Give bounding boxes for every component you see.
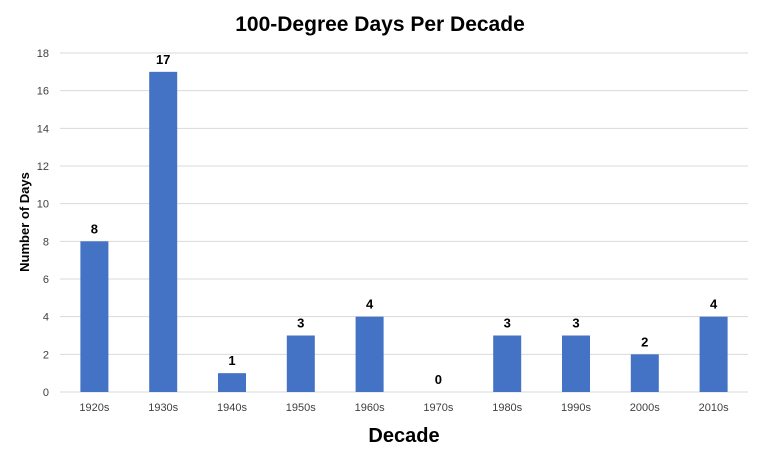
- x-tick-label: 1930s: [148, 402, 178, 414]
- x-tick-label: 1950s: [286, 402, 316, 414]
- y-axis-label: Number of Days: [17, 172, 32, 272]
- x-tick-label: 1940s: [217, 402, 247, 414]
- chart-title: 100-Degree Days Per Decade: [235, 13, 525, 36]
- x-tick-label: 1960s: [355, 402, 385, 414]
- x-tick-label: 2010s: [699, 402, 729, 414]
- bar: [149, 71, 178, 392]
- x-axis-label: Decade: [368, 425, 439, 447]
- y-tick-label: 14: [37, 123, 49, 135]
- y-axis-ticks: 0 2 4 6 8 10 12 14 16 18: [37, 48, 49, 399]
- x-axis-ticks: 1920s 1930s 1940s 1950s 1960s 1970s 1980s 1990s…: [79, 402, 729, 414]
- y-tick-label: 12: [37, 161, 49, 173]
- y-tick-label: 4: [43, 312, 49, 324]
- data-label: 3: [297, 316, 304, 331]
- data-label: 17: [156, 52, 170, 67]
- bar: [699, 316, 728, 392]
- bar: [286, 335, 315, 392]
- bar: [562, 335, 590, 392]
- data-label: 8: [91, 221, 98, 236]
- x-tick-label: 1970s: [423, 402, 453, 414]
- y-tick-label: 16: [37, 86, 49, 98]
- data-label: 4: [710, 297, 718, 312]
- y-tick-label: 2: [43, 349, 49, 361]
- bar: [630, 354, 659, 392]
- data-label: 3: [504, 316, 511, 331]
- x-tick-label: 2000s: [630, 402, 660, 414]
- bar: [493, 335, 522, 392]
- data-label: 1: [228, 353, 235, 368]
- data-label: 0: [435, 372, 442, 387]
- y-tick-label: 18: [37, 48, 49, 60]
- x-tick-label: 1920s: [79, 402, 109, 414]
- bar: [218, 373, 246, 392]
- y-tick-label: 6: [43, 274, 49, 286]
- x-tick-label: 1990s: [561, 402, 591, 414]
- data-label: 3: [572, 316, 579, 331]
- bars: [80, 71, 728, 392]
- y-tick-label: 0: [43, 387, 49, 399]
- data-labels: 8 17 1 3 4 0 3 3 2 4: [91, 52, 718, 387]
- bar: [80, 241, 109, 392]
- x-tick-label: 1980s: [492, 402, 522, 414]
- y-tick-label: 10: [37, 199, 49, 211]
- data-label: 2: [641, 334, 648, 349]
- bar: [355, 316, 384, 392]
- data-label: 4: [366, 297, 374, 312]
- y-tick-label: 8: [43, 236, 49, 248]
